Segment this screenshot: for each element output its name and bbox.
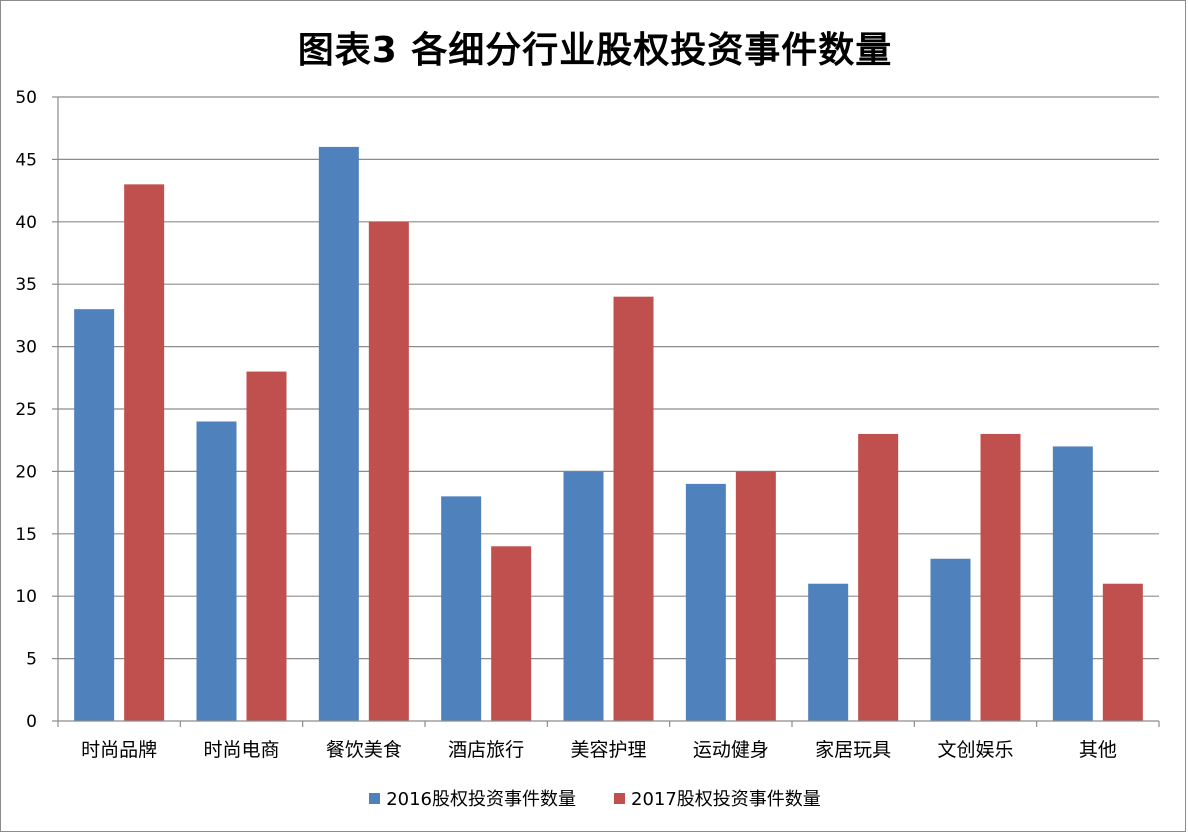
bar-2016-4 [563, 471, 604, 721]
y-tick-label-30: 30 [15, 338, 37, 358]
y-tick-label-0: 0 [26, 712, 37, 732]
bar-2017-6 [858, 433, 899, 721]
x-category-labels: 时尚品牌 时尚电商 餐饮美食 酒店旅行 美容护理 运动健身 家居玩具 文创娱乐 其他 [81, 739, 1117, 761]
bar-2017-8 [1102, 583, 1143, 721]
y-tick-label-15: 15 [15, 525, 37, 545]
bar-2016-7 [930, 558, 971, 721]
y-tick-label-35: 35 [15, 275, 37, 295]
y-tick-label-40: 40 [15, 213, 37, 233]
legend: 2016股权投资事件数量 2017股权投资事件数量 [1, 785, 1188, 811]
x-category-label-4: 美容护理 [570, 739, 646, 761]
bars [74, 146, 1143, 722]
bar-2017-5 [735, 471, 776, 721]
bar-2016-3 [441, 496, 482, 721]
bar-2016-8 [1052, 446, 1093, 721]
y-tick-label-5: 5 [26, 650, 37, 670]
legend-label-2017: 2017股权投资事件数量 [631, 789, 821, 810]
legend-swatch-2016 [369, 792, 381, 804]
legend-item-2017: 2017股权投资事件数量 [614, 785, 821, 811]
x-category-label-2: 餐饮美食 [326, 739, 402, 761]
bar-2017-2 [368, 221, 409, 722]
x-category-label-5: 运动健身 [693, 739, 769, 761]
axes [52, 96, 1160, 727]
x-category-label-1: 时尚电商 [203, 739, 279, 761]
bar-2017-4 [613, 296, 654, 721]
chart-title: 图表3 各细分行业股权投资事件数量 [297, 30, 893, 71]
y-tick-label-10: 10 [15, 587, 37, 607]
x-category-label-0: 时尚品牌 [81, 739, 157, 761]
y-tick-label-50: 50 [15, 88, 37, 108]
bar-2017-0 [124, 184, 165, 722]
bar-2016-2 [318, 146, 359, 722]
y-tick-labels: 0 5 10 15 20 25 30 35 40 45 50 [15, 88, 37, 732]
legend-label-2016: 2016股权投资事件数量 [386, 789, 576, 810]
x-category-label-8: 其他 [1079, 739, 1117, 761]
bar-2016-6 [808, 583, 849, 721]
y-tick-label-25: 25 [15, 400, 37, 420]
x-category-label-6: 家居玩具 [815, 739, 891, 761]
y-tick-label-20: 20 [15, 462, 37, 482]
bar-2016-0 [74, 309, 115, 721]
y-tick-label-45: 45 [15, 150, 37, 170]
x-category-label-7: 文创娱乐 [937, 739, 1013, 761]
grid-lines [58, 96, 1159, 660]
bar-2016-1 [196, 421, 237, 721]
bar-2016-5 [685, 483, 726, 721]
legend-swatch-2017 [614, 792, 625, 804]
bar-2017-7 [980, 433, 1021, 721]
bar-2017-3 [491, 546, 532, 721]
bar-2017-1 [246, 371, 287, 721]
legend-item-2016: 2016股权投资事件数量 [369, 785, 576, 811]
x-category-label-3: 酒店旅行 [448, 739, 524, 761]
